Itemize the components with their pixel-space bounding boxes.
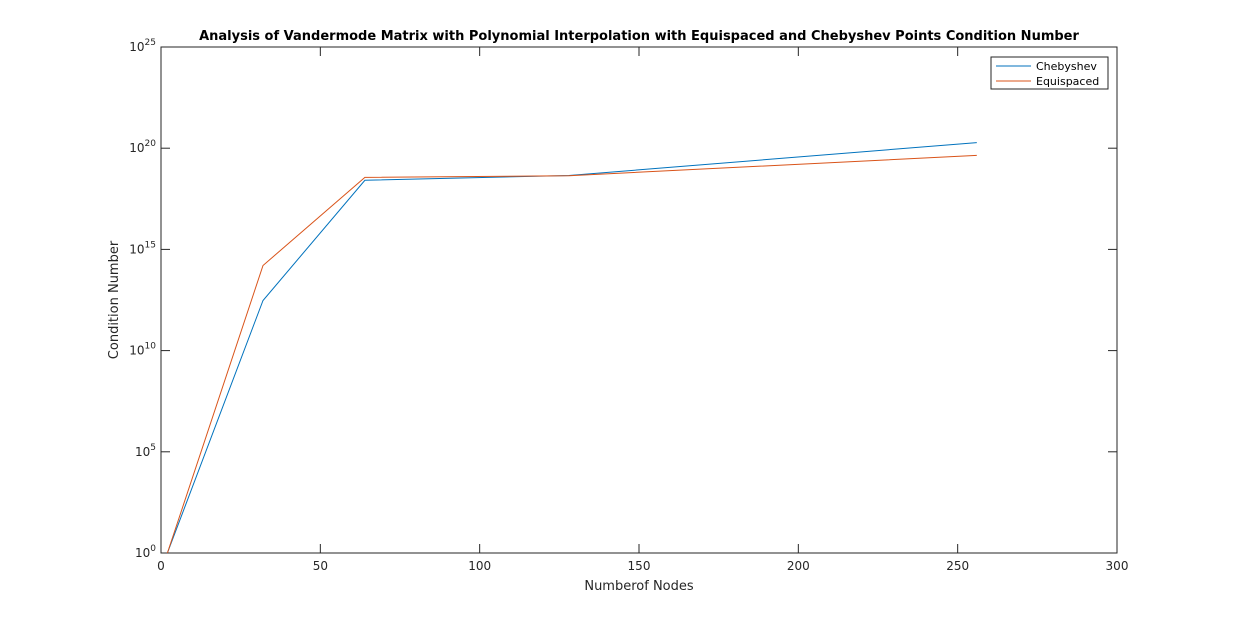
legend-label-chebyshev: Chebyshev: [1036, 60, 1097, 73]
legend-label-equispaced: Equispaced: [1036, 75, 1099, 88]
y-tick-label: 1015: [129, 240, 156, 256]
y-tick-base: 10: [129, 242, 144, 256]
y-tick-base: 10: [135, 546, 150, 560]
x-tick-label: 50: [313, 559, 328, 573]
y-tick-exponent: 20: [145, 139, 157, 149]
y-tick-label: 1025: [129, 38, 156, 54]
series-lines: [166, 142, 977, 554]
y-tick-label: 1020: [129, 139, 156, 155]
x-axis-ticks: 0 50 100 150 200 250 300: [157, 47, 1128, 573]
y-tick-exponent: 5: [150, 443, 156, 453]
x-axis-label: Numberof Nodes: [584, 579, 694, 594]
y-tick-exponent: 25: [145, 38, 156, 48]
y-tick-exponent: 10: [145, 342, 157, 352]
y-tick-base: 10: [135, 445, 150, 459]
y-axis-label: Condition Number: [107, 240, 122, 359]
y-tick-base: 10: [129, 141, 144, 155]
y-tick-base: 10: [129, 40, 144, 54]
y-tick-label: 1010: [129, 342, 156, 358]
series-line-equispaced: [166, 154, 977, 554]
legend: Chebyshev Equispaced: [990, 56, 1109, 90]
y-tick-label: 105: [135, 443, 156, 459]
plot-area: [160, 46, 1118, 554]
y-tick-exponent: 0: [150, 544, 156, 554]
x-tick-label: 150: [628, 559, 651, 573]
x-tick-label: 200: [787, 559, 810, 573]
x-tick-label: 300: [1106, 559, 1129, 573]
y-tick-label: 100: [135, 544, 156, 560]
legend-box: [990, 56, 1109, 90]
y-tick-exponent: 15: [145, 240, 156, 250]
chart-title: Analysis of Vandermode Matrix with Polyn…: [199, 29, 1079, 44]
series-line-chebyshev: [166, 142, 977, 554]
y-tick-base: 10: [129, 344, 144, 358]
x-tick-label: 250: [946, 559, 969, 573]
x-tick-label: 0: [157, 559, 165, 573]
x-tick-label: 100: [468, 559, 491, 573]
